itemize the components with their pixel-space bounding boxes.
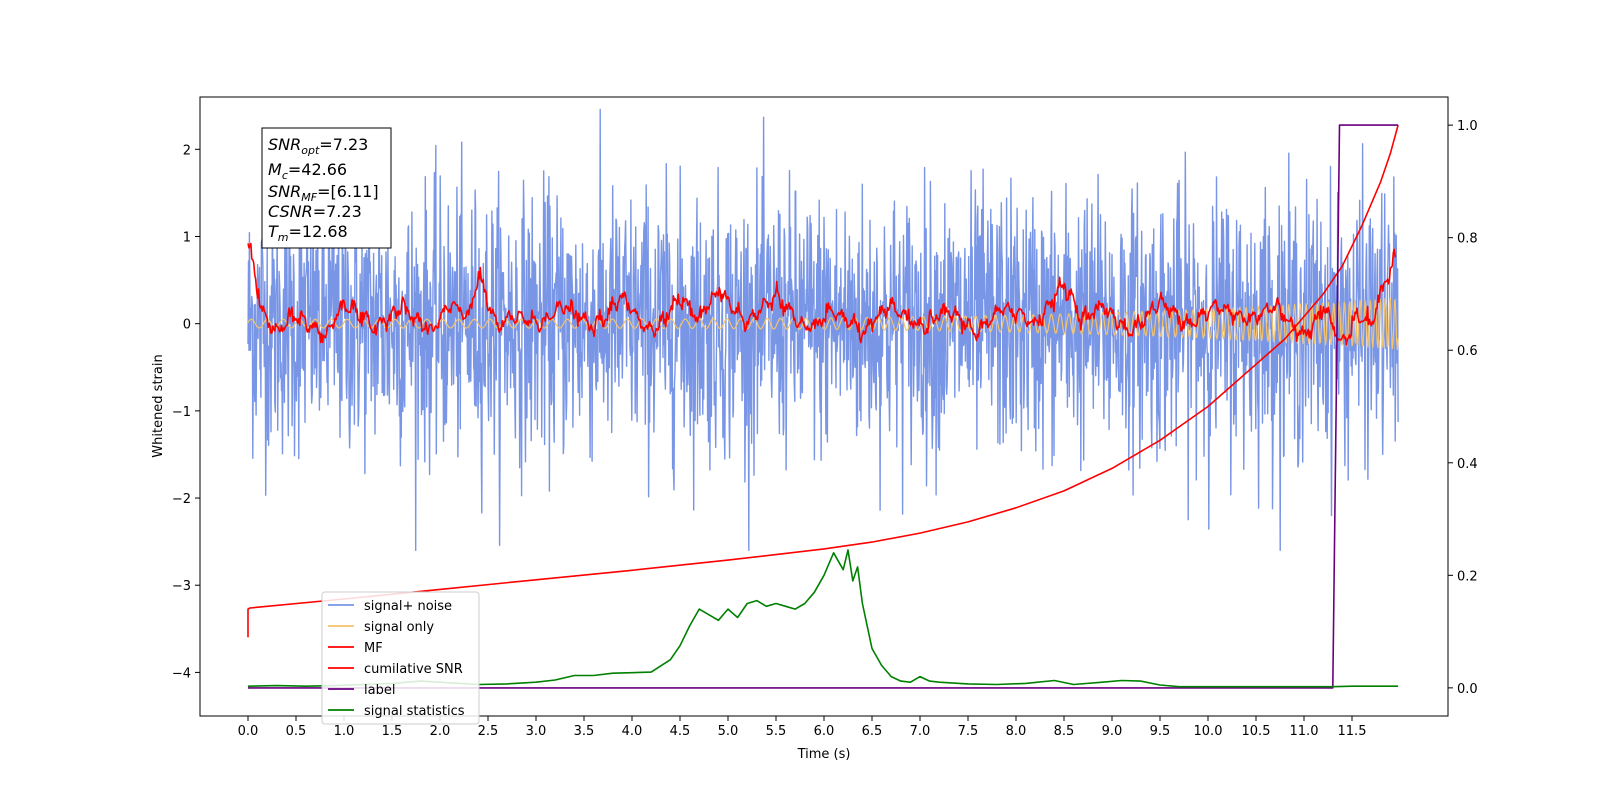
info-mc: Mc=42.66 bbox=[268, 160, 347, 182]
x-tick-label: 3.0 bbox=[526, 724, 547, 739]
x-tick-label: 10.5 bbox=[1242, 724, 1271, 739]
x-tick-label: 5.0 bbox=[718, 724, 739, 739]
x-tick-label: 6.5 bbox=[862, 724, 883, 739]
x-tick-label: 1.5 bbox=[382, 724, 403, 739]
y2-tick-label: 1.0 bbox=[1457, 119, 1478, 134]
x-tick-label: 3.5 bbox=[574, 724, 595, 739]
x-tick-label: 0.0 bbox=[238, 724, 259, 739]
series-line-cumilative-snr bbox=[247, 124, 1399, 638]
y-tick-label: 2 bbox=[183, 143, 191, 158]
x-tick-label: 2.5 bbox=[478, 724, 499, 739]
info-snr-mf: SNRMF=[6.11] bbox=[268, 182, 379, 204]
y-axis-right: 1.0 0.8 0.6 0.4 0.2 0.0 bbox=[1448, 119, 1478, 697]
x-tick-label: 6.0 bbox=[814, 724, 835, 739]
y2-tick-label: 0.6 bbox=[1457, 344, 1478, 359]
x-tick-label: 7.5 bbox=[958, 724, 979, 739]
legend-label-label: label bbox=[364, 683, 395, 698]
legend-label-signal-noise: signal+ noise bbox=[364, 599, 452, 614]
x-tick-label: 8.0 bbox=[1006, 724, 1027, 739]
y-axis-label: Whitened strain bbox=[151, 354, 166, 457]
y2-tick-label: 0.2 bbox=[1457, 569, 1478, 584]
x-tick-label: 5.5 bbox=[766, 724, 787, 739]
info-box: SNRopt=7.23 Mc=42.66 SNRMF=[6.11] CSNR=7… bbox=[261, 127, 392, 249]
y-tick-label: 0 bbox=[183, 318, 191, 333]
y2-tick-label: 0.4 bbox=[1457, 457, 1478, 472]
y-tick-label: −2 bbox=[172, 492, 191, 507]
x-tick-label: 0.5 bbox=[286, 724, 307, 739]
y2-tick-label: 0.8 bbox=[1457, 232, 1478, 247]
legend-label-cumilative-snr: cumilative SNR bbox=[364, 662, 463, 677]
series-line-signal-noise bbox=[247, 108, 1399, 552]
x-tick-label: 9.5 bbox=[1150, 724, 1171, 739]
series-line-label bbox=[248, 124, 1399, 689]
x-tick-label: 4.0 bbox=[622, 724, 643, 739]
x-tick-label: 4.5 bbox=[670, 724, 691, 739]
series-layer bbox=[247, 108, 1399, 689]
x-tick-label: 2.0 bbox=[430, 724, 451, 739]
x-tick-label: 10.0 bbox=[1194, 724, 1223, 739]
info-box-frame bbox=[261, 127, 392, 249]
x-axis: 0.0 0.5 1.0 1.5 2.0 2.5 3.0 3.5 4.0 4.5 5.0 5.5 6.0 6… bbox=[238, 716, 1367, 739]
x-tick-label: 9.0 bbox=[1102, 724, 1123, 739]
legend: signal+ noise signal only MF cumilative SNR… bbox=[321, 591, 480, 725]
y-tick-label: 1 bbox=[183, 230, 191, 245]
x-tick-label: 1.0 bbox=[334, 724, 355, 739]
y-tick-label: −1 bbox=[172, 405, 191, 420]
x-tick-label: 7.0 bbox=[910, 724, 931, 739]
x-tick-label: 11.5 bbox=[1338, 724, 1367, 739]
x-tick-label: 11.0 bbox=[1290, 724, 1319, 739]
info-tm: Tm=12.68 bbox=[268, 222, 348, 244]
y-axis-left: 2 1 0 −1 −2 −3 −4 bbox=[172, 143, 200, 681]
y2-tick-label: 0.0 bbox=[1457, 682, 1478, 697]
legend-label-signal-statistics: signal statistics bbox=[364, 704, 465, 719]
y-tick-label: −4 bbox=[172, 666, 191, 681]
series-line-mf bbox=[247, 242, 1396, 346]
info-snr-opt: SNRopt=7.23 bbox=[268, 135, 368, 157]
legend-frame bbox=[321, 591, 480, 725]
x-tick-label: 8.5 bbox=[1054, 724, 1075, 739]
info-csnr: CSNR=7.23 bbox=[268, 202, 362, 221]
y-tick-label: −3 bbox=[172, 579, 191, 594]
legend-label-signal-only: signal only bbox=[364, 620, 434, 635]
x-axis-label: Time (s) bbox=[797, 747, 851, 762]
legend-label-mf: MF bbox=[364, 641, 383, 656]
series-line-signal-statistics bbox=[247, 549, 1399, 688]
